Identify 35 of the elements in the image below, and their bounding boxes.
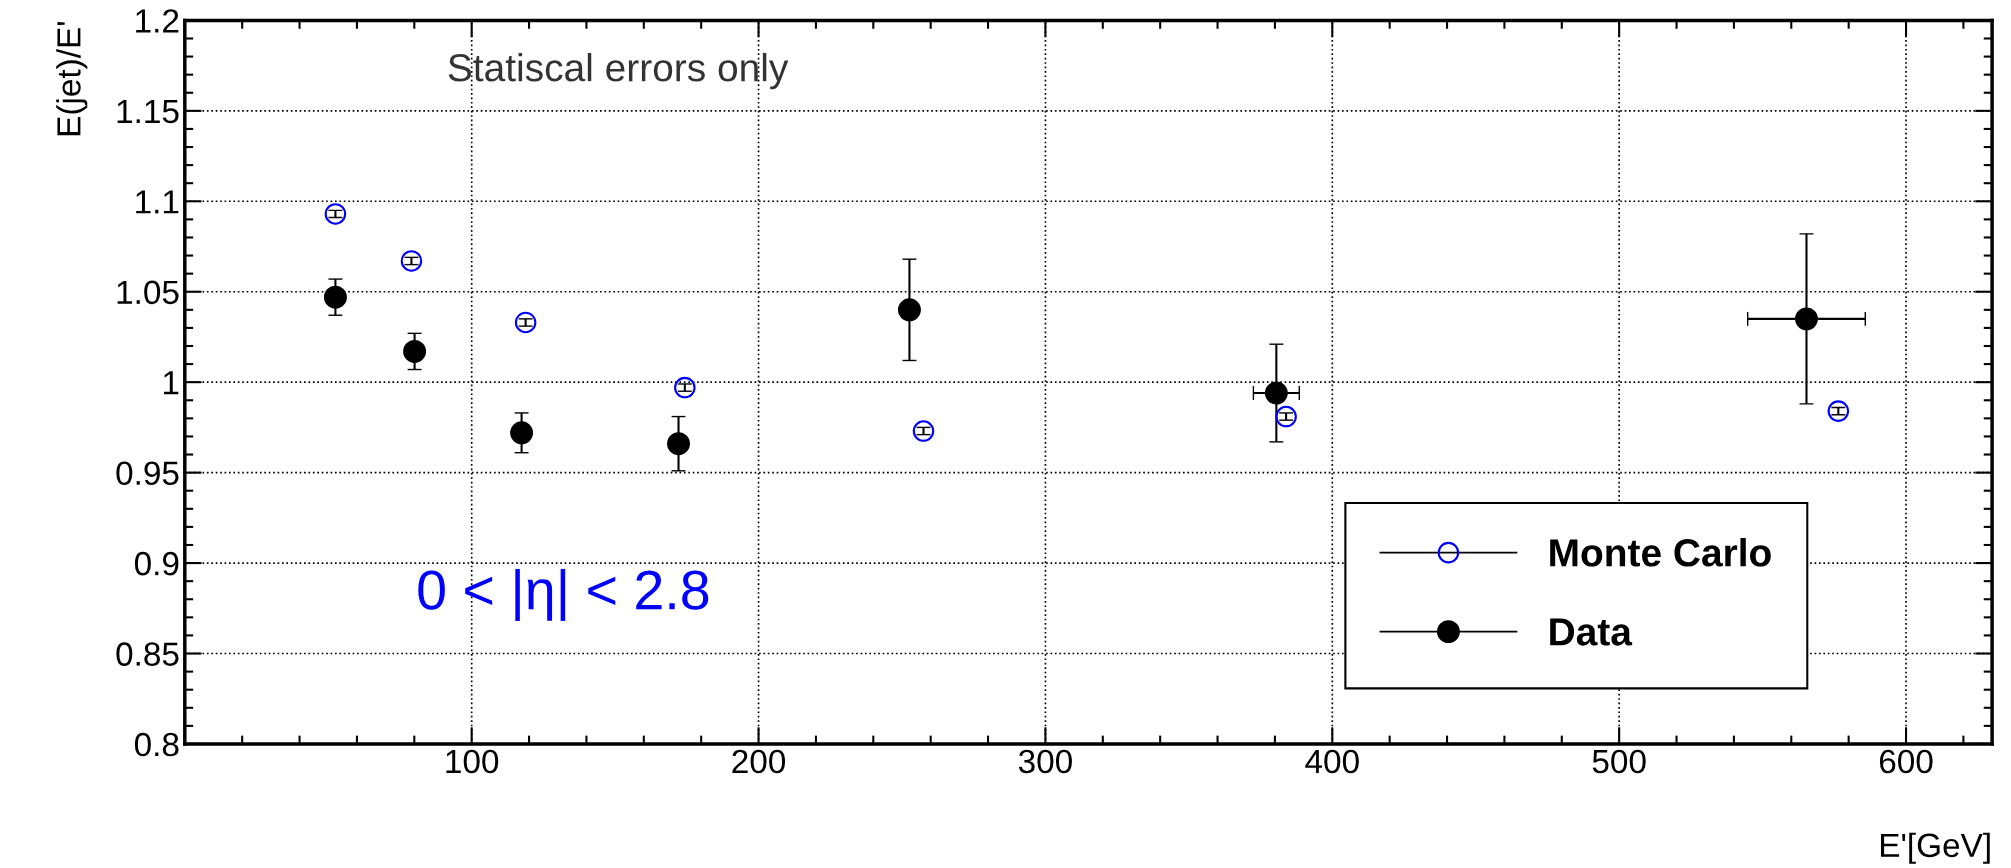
x-axis-title: E'[GeV] [1881,832,1990,864]
y-tick-label: 0.85 [116,642,179,666]
point [1795,307,1818,331]
x-tick-label: 100 [446,749,499,774]
y-tick-label: 1.1 [136,190,179,214]
y-tick-label: 1.2 [136,9,179,33]
y-axis-title: E(jet)/E' [56,22,88,136]
y-tick-label: 1.05 [117,280,179,305]
legend-label: Monte Carlo [1550,538,1771,567]
point [1827,400,1850,422]
y-tick-label: 0.95 [116,461,179,486]
point [510,421,534,445]
point [1275,405,1297,428]
point [403,339,427,363]
annotation: Statiscal errors only [448,52,789,90]
point [897,298,921,322]
x-tick-label: 400 [1305,749,1359,774]
legend-label: Data [1550,618,1633,646]
point [323,285,347,309]
point [514,311,537,334]
y-tick-label: 1 [163,371,179,395]
point [674,376,696,399]
point [324,203,347,225]
x-tick-label: 300 [1018,749,1072,774]
y-tick-label: 0.8 [134,732,179,757]
point [912,420,935,442]
annotation: 0 < |η| < 2.8 [418,568,709,621]
point [1264,381,1288,405]
point [400,250,423,272]
x-tick-label: 600 [1879,749,1933,774]
x-tick-label: 200 [732,749,786,774]
y-tick-label: 0.9 [134,551,179,576]
point [667,432,690,456]
x-tick-label: 500 [1592,749,1646,774]
y-tick-label: 1.15 [117,99,179,124]
